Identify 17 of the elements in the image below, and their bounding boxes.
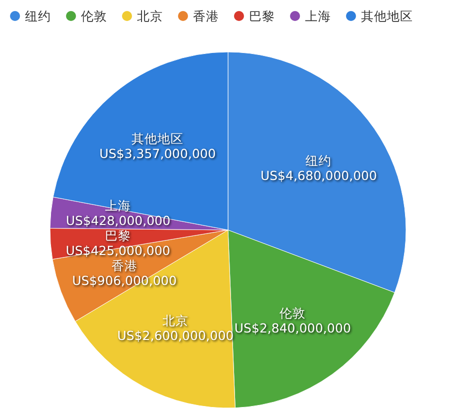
legend-label: 香港: [193, 8, 219, 24]
legend-label: 伦敦: [81, 8, 107, 24]
legend-label: 其他地区: [361, 8, 413, 24]
slice-label: 其他地区: [132, 131, 184, 146]
legend-label: 上海: [305, 8, 331, 24]
legend-label: 巴黎: [249, 8, 275, 24]
slice-label: 纽约: [306, 153, 332, 168]
data-label: US$428,000,000: [66, 212, 170, 228]
data-label: US$2,840,000,000: [234, 320, 351, 336]
data-label: US$3,357,000,000: [99, 146, 216, 162]
slice-label: 巴黎: [104, 228, 131, 243]
legend-label: 北京: [137, 8, 163, 24]
data-label: US$4,680,000,000: [260, 168, 378, 184]
slice-label: 伦敦: [280, 305, 306, 320]
slice-label: 北京: [162, 313, 189, 328]
slice-label: 香港: [111, 258, 138, 273]
legend-label: 纽约: [25, 8, 51, 24]
